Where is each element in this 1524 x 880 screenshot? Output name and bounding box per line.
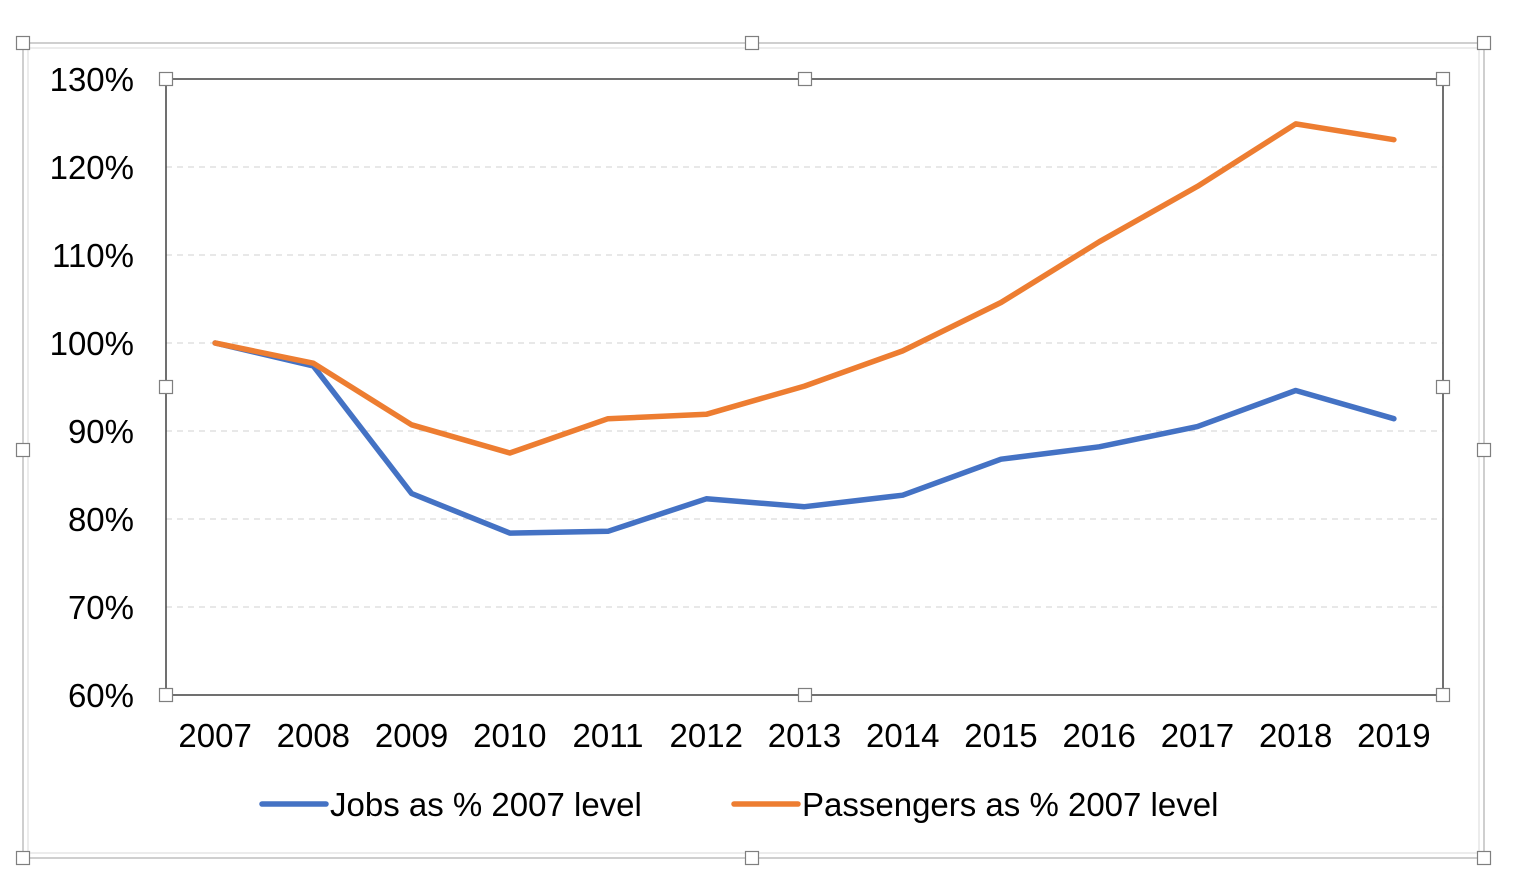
series-line-passengers[interactable]: [212, 121, 1397, 456]
chart-area-selection-handles[interactable]: [15, 35, 1492, 866]
gridlines: [166, 166, 1443, 608]
y-tick-label: 60%: [68, 677, 134, 714]
resize-handle[interactable]: [1435, 687, 1451, 703]
resize-handle[interactable]: [1476, 35, 1492, 51]
resize-handle[interactable]: [744, 850, 760, 866]
resize-handle[interactable]: [15, 442, 31, 458]
x-tick-label: 2014: [866, 717, 939, 754]
legend-label: Jobs as % 2007 level: [330, 786, 642, 823]
resize-handle[interactable]: [1476, 442, 1492, 458]
x-tick-label: 2019: [1357, 717, 1430, 754]
x-tick-label: 2009: [375, 717, 448, 754]
y-tick-label: 70%: [68, 589, 134, 626]
y-tick-label: 90%: [68, 413, 134, 450]
series-line-jobs[interactable]: [212, 340, 1397, 536]
resize-handle[interactable]: [1476, 850, 1492, 866]
y-tick-label: 80%: [68, 501, 134, 538]
x-tick-label: 2011: [573, 717, 644, 754]
resize-handle[interactable]: [744, 35, 760, 51]
y-axis: 60% 70% 80% 90% 100% 110% 120% 130%: [50, 61, 134, 714]
x-tick-label: 2018: [1259, 717, 1332, 754]
x-tick-label: 2017: [1161, 717, 1234, 754]
x-tick-label: 2007: [178, 717, 251, 754]
resize-handle[interactable]: [158, 71, 174, 87]
x-tick-label: 2010: [473, 717, 546, 754]
resize-handle[interactable]: [15, 850, 31, 866]
x-tick-label: 2013: [768, 717, 841, 754]
x-tick-label: 2008: [277, 717, 350, 754]
resize-handle[interactable]: [1435, 71, 1451, 87]
y-tick-label: 110%: [52, 237, 134, 274]
resize-handle[interactable]: [15, 35, 31, 51]
resize-handle[interactable]: [158, 379, 174, 395]
resize-handle[interactable]: [1435, 379, 1451, 395]
resize-handle[interactable]: [797, 71, 813, 87]
x-tick-label: 2015: [964, 717, 1037, 754]
series-lines: [212, 121, 1397, 536]
y-tick-label: 120%: [50, 149, 134, 186]
resize-handle[interactable]: [797, 687, 813, 703]
x-tick-label: 2016: [1062, 717, 1135, 754]
plot-area-selection-handles[interactable]: [158, 71, 1451, 703]
legend-label: Passengers as % 2007 level: [802, 786, 1218, 823]
x-axis: 2007 2008 2009 2010 2011 2012 2013 2014 2015 2016…: [178, 717, 1430, 754]
x-tick-label: 2012: [670, 717, 743, 754]
resize-handle[interactable]: [158, 687, 174, 703]
y-tick-label: 100%: [50, 325, 134, 362]
y-tick-label: 130%: [50, 61, 134, 98]
legend[interactable]: Jobs as % 2007 level Passengers as % 2007…: [259, 786, 1218, 823]
